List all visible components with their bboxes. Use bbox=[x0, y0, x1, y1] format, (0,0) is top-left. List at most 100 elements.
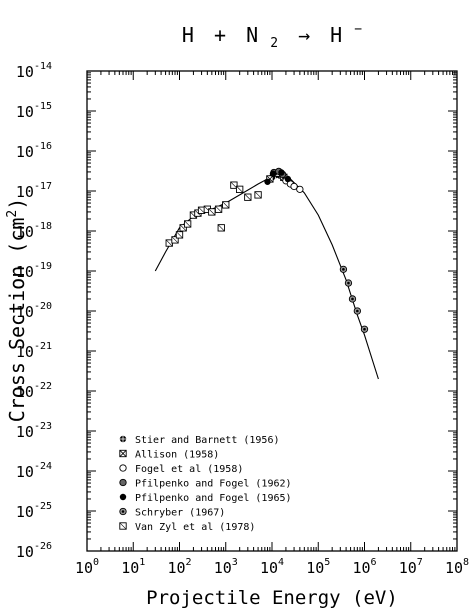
x-tick-exponent: 7 bbox=[417, 557, 423, 568]
legend-marker-1 bbox=[119, 449, 127, 458]
title-h-minus: H bbox=[330, 23, 342, 47]
y-tick-label: 10-25 bbox=[16, 501, 52, 521]
x-tick-exponent: 0 bbox=[93, 557, 99, 568]
legend-marker-2 bbox=[119, 464, 127, 472]
legend-label-2: Fogel et al (1958) bbox=[135, 464, 243, 475]
x-tick-base: 10 bbox=[445, 559, 463, 577]
x-tick-label: 103 bbox=[214, 557, 238, 577]
y-tick-exponent: -25 bbox=[34, 501, 52, 512]
data-point-series-5 bbox=[353, 307, 361, 315]
y-tick-exponent: -24 bbox=[34, 461, 52, 472]
legend-label-4: Pfilpenko and Fogel (1965) bbox=[135, 493, 292, 504]
y-tick-label: 10-18 bbox=[16, 221, 52, 241]
y-tick-label: 10-24 bbox=[16, 461, 52, 481]
data-point-series-6 bbox=[179, 224, 187, 232]
x-tick-exponent: 4 bbox=[278, 557, 284, 568]
y-tick-exponent: -22 bbox=[34, 381, 52, 392]
data-point-series-6 bbox=[254, 191, 262, 199]
y-tick-label: 10-26 bbox=[16, 541, 52, 561]
y-tick-exponent: -15 bbox=[34, 101, 52, 112]
y-tick-exponent: -21 bbox=[34, 341, 52, 352]
legend-marker-6 bbox=[119, 522, 127, 530]
legend-marker-5 bbox=[119, 507, 127, 516]
y-tick-base: 10 bbox=[16, 423, 34, 441]
title-h: H bbox=[182, 23, 194, 47]
data-point-series-6 bbox=[214, 205, 223, 213]
x-tick-label: 101 bbox=[121, 557, 145, 577]
y-tick-exponent: -23 bbox=[34, 421, 52, 432]
legend-label-0: Stier and Barnett (1956) bbox=[135, 435, 280, 446]
y-tick-base: 10 bbox=[16, 223, 34, 241]
y-tick-exponent: -19 bbox=[34, 261, 52, 272]
y-tick-label: 10-17 bbox=[16, 181, 52, 201]
y-tick-label: 10-21 bbox=[16, 341, 52, 361]
x-tick-exponent: 1 bbox=[139, 557, 145, 568]
y-tick-label: 10-23 bbox=[16, 421, 52, 441]
x-tick-label: 104 bbox=[260, 557, 284, 577]
data-point-series-2 bbox=[296, 185, 304, 193]
fit-curve bbox=[154, 174, 379, 380]
y-tick-base: 10 bbox=[16, 463, 34, 481]
x-tick-base: 10 bbox=[399, 559, 417, 577]
y-tick-exponent: -17 bbox=[34, 181, 52, 192]
x-tick-label: 107 bbox=[399, 557, 423, 577]
x-tick-label: 100 bbox=[75, 557, 99, 577]
data-point-series-5 bbox=[339, 265, 348, 273]
y-tick-base: 10 bbox=[16, 103, 34, 121]
data-point-series-6 bbox=[217, 224, 225, 232]
y-axis-label: Cross Section (cm2) bbox=[5, 198, 29, 423]
legend-label-6: Van Zyl et al (1978) bbox=[135, 522, 255, 533]
y-tick-exponent: -26 bbox=[34, 541, 52, 552]
y-tick-base: 10 bbox=[16, 543, 34, 561]
y-tick-base: 10 bbox=[16, 383, 34, 401]
title-n: N bbox=[246, 23, 258, 47]
y-tick-label: 10-15 bbox=[16, 101, 52, 121]
data-point-series-6 bbox=[244, 193, 252, 201]
data-point-series-6 bbox=[171, 236, 179, 244]
y-tick-label: 10-22 bbox=[16, 381, 52, 401]
x-axis-label: Projectile Energy (eV) bbox=[146, 587, 398, 609]
y-tick-exponent: -18 bbox=[34, 221, 52, 232]
x-tick-exponent: 6 bbox=[371, 557, 377, 568]
x-tick-exponent: 2 bbox=[186, 557, 192, 568]
legend-label-1: Allison (1958) bbox=[135, 450, 219, 461]
data-point-series-4 bbox=[284, 175, 292, 183]
y-tick-base: 10 bbox=[16, 343, 34, 361]
data-point-series-4 bbox=[278, 169, 285, 176]
x-tick-base: 10 bbox=[75, 559, 93, 577]
legend-label-3: Pfilpenko and Fogel (1962) bbox=[135, 479, 292, 490]
legend-marker-0 bbox=[119, 435, 127, 443]
chart-title: H + N 2 → H − bbox=[182, 22, 362, 52]
legend-marker-3 bbox=[119, 478, 127, 487]
y-tick-exponent: -20 bbox=[34, 301, 52, 312]
data-point-series-6 bbox=[208, 208, 216, 216]
y-tick-exponent: -16 bbox=[34, 141, 52, 152]
x-tick-label: 106 bbox=[352, 557, 376, 577]
y-axis-label-close: ) bbox=[5, 198, 29, 210]
x-tick-exponent: 5 bbox=[324, 557, 330, 568]
plot-area: 100 101 102 103 104 105 106 107 10810-1410-1510-… bbox=[16, 61, 469, 577]
y-tick-base: 10 bbox=[16, 183, 34, 201]
y-tick-base: 10 bbox=[16, 263, 34, 281]
title-plus: + bbox=[214, 23, 226, 47]
data-point-series-6 bbox=[236, 185, 244, 193]
legend-marker-4 bbox=[119, 493, 127, 501]
legend-label-5: Schryber (1967) bbox=[135, 508, 225, 519]
x-tick-label: 102 bbox=[167, 557, 191, 577]
y-tick-base: 10 bbox=[16, 143, 34, 161]
y-tick-label: 10-16 bbox=[16, 141, 52, 161]
data-point-series-6 bbox=[175, 231, 184, 239]
y-tick-exponent: -14 bbox=[34, 61, 52, 72]
x-tick-label: 108 bbox=[445, 557, 469, 577]
y-axis-label-base: Cross Section (cm bbox=[5, 218, 29, 423]
y-tick-label: 10-14 bbox=[16, 61, 52, 81]
x-tick-exponent: 3 bbox=[232, 557, 238, 568]
x-tick-base: 10 bbox=[352, 559, 370, 577]
title-n-subscript: 2 bbox=[270, 36, 278, 51]
y-tick-label: 10-20 bbox=[16, 301, 52, 321]
data-point-series-5 bbox=[360, 325, 369, 333]
data-point-series-6 bbox=[222, 201, 230, 209]
x-tick-base: 10 bbox=[167, 559, 185, 577]
